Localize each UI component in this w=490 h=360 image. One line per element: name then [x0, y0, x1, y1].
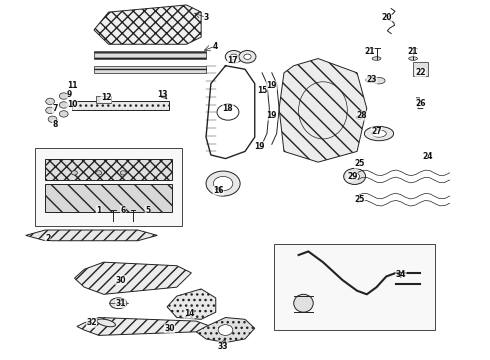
Text: 17: 17	[227, 56, 238, 65]
Text: 19: 19	[267, 111, 277, 120]
Text: 25: 25	[354, 159, 365, 168]
Text: 23: 23	[367, 76, 377, 85]
Text: 21: 21	[408, 47, 418, 56]
Text: 28: 28	[357, 111, 367, 120]
Ellipse shape	[244, 54, 251, 59]
Text: 14: 14	[184, 310, 194, 319]
Text: 30: 30	[116, 275, 126, 284]
Text: 18: 18	[222, 104, 233, 113]
Ellipse shape	[350, 173, 360, 180]
Ellipse shape	[213, 176, 233, 191]
Text: 7: 7	[52, 104, 58, 113]
Polygon shape	[45, 184, 172, 212]
Ellipse shape	[230, 54, 238, 59]
Text: 33: 33	[218, 342, 228, 351]
Ellipse shape	[110, 298, 127, 309]
Ellipse shape	[59, 93, 68, 99]
Ellipse shape	[72, 171, 77, 175]
Text: 32: 32	[86, 318, 97, 327]
Ellipse shape	[46, 107, 54, 113]
Polygon shape	[196, 318, 255, 342]
Text: 15: 15	[257, 86, 267, 95]
Polygon shape	[94, 51, 206, 59]
Ellipse shape	[343, 168, 366, 184]
Text: 24: 24	[422, 152, 433, 161]
FancyBboxPatch shape	[35, 148, 182, 226]
Polygon shape	[77, 318, 211, 336]
Ellipse shape	[372, 57, 381, 60]
Text: 8: 8	[52, 120, 58, 129]
Text: 4: 4	[213, 41, 219, 50]
Text: 16: 16	[213, 186, 223, 195]
Bar	[97, 96, 111, 103]
Ellipse shape	[225, 50, 243, 63]
Text: 22: 22	[415, 68, 426, 77]
Ellipse shape	[366, 77, 375, 83]
Polygon shape	[94, 5, 201, 44]
Polygon shape	[167, 289, 216, 319]
Text: 19: 19	[254, 141, 265, 150]
Ellipse shape	[120, 171, 126, 175]
Ellipse shape	[357, 115, 363, 120]
Text: 20: 20	[381, 13, 392, 22]
Text: 2: 2	[45, 234, 50, 243]
Ellipse shape	[372, 130, 386, 137]
Ellipse shape	[365, 126, 393, 141]
Ellipse shape	[206, 171, 240, 196]
Ellipse shape	[59, 111, 68, 117]
Polygon shape	[279, 59, 367, 162]
Text: 6: 6	[121, 206, 126, 215]
Text: 10: 10	[67, 100, 77, 109]
Polygon shape	[26, 230, 157, 241]
Ellipse shape	[218, 325, 233, 336]
Ellipse shape	[294, 294, 313, 312]
Text: 3: 3	[203, 13, 209, 22]
Ellipse shape	[239, 50, 256, 63]
Text: 12: 12	[101, 93, 111, 102]
Text: 30: 30	[164, 324, 175, 333]
Polygon shape	[45, 158, 172, 180]
Text: 21: 21	[364, 47, 374, 56]
Ellipse shape	[373, 77, 385, 84]
Text: 11: 11	[67, 81, 77, 90]
FancyBboxPatch shape	[274, 244, 435, 330]
Polygon shape	[74, 262, 192, 294]
Text: 5: 5	[145, 206, 150, 215]
Bar	[72, 102, 170, 111]
Ellipse shape	[409, 57, 417, 60]
Text: 27: 27	[371, 127, 382, 136]
Text: 13: 13	[157, 90, 168, 99]
Text: 29: 29	[347, 172, 357, 181]
Ellipse shape	[48, 116, 57, 122]
Bar	[413, 62, 428, 76]
Text: 34: 34	[395, 270, 406, 279]
Text: 31: 31	[116, 299, 126, 308]
Text: 1: 1	[96, 206, 101, 215]
Polygon shape	[94, 66, 206, 73]
Ellipse shape	[97, 319, 116, 327]
Text: 25: 25	[354, 195, 365, 204]
Text: 26: 26	[415, 99, 426, 108]
Ellipse shape	[46, 98, 54, 105]
Text: 9: 9	[67, 90, 72, 99]
Text: 19: 19	[267, 81, 277, 90]
Ellipse shape	[96, 171, 102, 175]
Ellipse shape	[59, 102, 68, 108]
